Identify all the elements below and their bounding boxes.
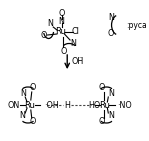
Text: O: O [99, 83, 105, 92]
Text: N: N [70, 38, 76, 48]
Text: N: N [48, 19, 53, 28]
Text: N: N [108, 112, 114, 121]
Text: N: N [20, 112, 25, 121]
Text: Ru: Ru [99, 101, 110, 110]
Text: N: N [59, 16, 65, 26]
Text: N: N [108, 90, 114, 99]
Text: Cl: Cl [72, 27, 80, 37]
Text: O: O [30, 83, 36, 92]
Text: ·OH: ·OH [44, 101, 59, 110]
Text: O: O [99, 117, 105, 126]
Text: O: O [108, 28, 114, 38]
Text: O: O [41, 31, 47, 40]
Text: ·NO: ·NO [117, 101, 131, 110]
Text: Ru: Ru [55, 27, 66, 37]
Text: ON: ON [8, 101, 20, 110]
Text: N: N [20, 90, 26, 99]
Text: OH: OH [72, 58, 84, 67]
Text: H: H [64, 101, 70, 110]
Text: O: O [30, 117, 36, 126]
Text: O: O [60, 47, 67, 56]
Text: ⁻: ⁻ [78, 56, 82, 62]
Text: Ru: Ru [24, 101, 35, 110]
Text: O: O [58, 8, 65, 17]
Text: :pyca: :pyca [126, 21, 147, 30]
Text: HO·: HO· [88, 101, 103, 110]
Text: N: N [108, 14, 114, 23]
